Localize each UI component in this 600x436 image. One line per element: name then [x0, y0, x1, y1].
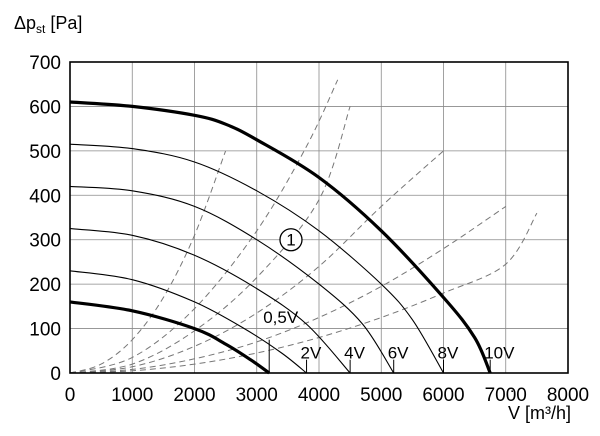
- y-axis-label: Δpst [Pa]: [14, 13, 82, 36]
- series-label: 0,5V: [263, 308, 299, 327]
- x-tick-label: 0: [65, 385, 76, 406]
- y-tick-label: 500: [29, 142, 61, 163]
- x-tick-label: 8000: [547, 385, 589, 406]
- tick-labels: 0 1000 2000 3000 4000 5000 6000 7000 8000 0 100 200…: [29, 53, 589, 406]
- y-axis-label-sub: st: [36, 22, 46, 36]
- fan-curve-series: [69, 270, 307, 374]
- x-tick-label: 4000: [298, 385, 340, 406]
- x-tick-label: 1000: [111, 385, 153, 406]
- curve-marker: 1: [279, 228, 303, 252]
- system-curve-5: [69, 205, 507, 374]
- x-tick-label: 3000: [236, 385, 278, 406]
- y-tick-label: 600: [29, 97, 61, 118]
- y-tick-label: 700: [29, 53, 61, 74]
- marker-number: 1: [286, 231, 295, 250]
- y-tick-label: 200: [29, 275, 61, 296]
- x-tick-label: 2000: [173, 385, 215, 406]
- series-label: 6V: [388, 344, 409, 363]
- fan-curve-series: [69, 300, 271, 375]
- series-label: 10V: [484, 344, 515, 363]
- y-tick-label: 300: [29, 231, 61, 252]
- series-label: 2V: [301, 344, 322, 363]
- x-axis-label: V [m³/h]: [508, 403, 571, 423]
- x-tick-label: 6000: [422, 385, 464, 406]
- x-tick-label: 5000: [360, 385, 402, 406]
- y-axis-label-unit: [Pa]: [45, 13, 82, 33]
- fan-curve-series: [69, 143, 444, 374]
- y-tick-label: 100: [29, 320, 61, 341]
- system-curve-4: [69, 150, 444, 374]
- system-curve-3: [69, 106, 351, 374]
- x-axis-label-dot: ˙: [510, 388, 516, 408]
- plot-frame: [69, 61, 569, 374]
- y-tick-label: 0: [50, 364, 61, 385]
- series-label: 8V: [438, 344, 459, 363]
- x-axis-label-unit: [m³/h]: [520, 403, 571, 423]
- system-curve-1: [69, 150, 227, 374]
- fan-curve-series: [69, 228, 351, 374]
- x-tick-label: 7000: [485, 385, 527, 406]
- fan-curves: [69, 100, 492, 375]
- marker-circle: [279, 228, 303, 252]
- y-axis-label-main: Δp: [14, 13, 36, 33]
- curve-drop-lines: [268, 339, 491, 373]
- fan-curve-series: [69, 100, 492, 374]
- y-tick-label: 400: [29, 186, 61, 207]
- series-label: 4V: [344, 344, 365, 363]
- fan-curve-series: [69, 185, 395, 374]
- x-axis-label-main: V: [508, 403, 520, 423]
- system-curves: [69, 79, 538, 374]
- system-curve-2: [69, 79, 339, 374]
